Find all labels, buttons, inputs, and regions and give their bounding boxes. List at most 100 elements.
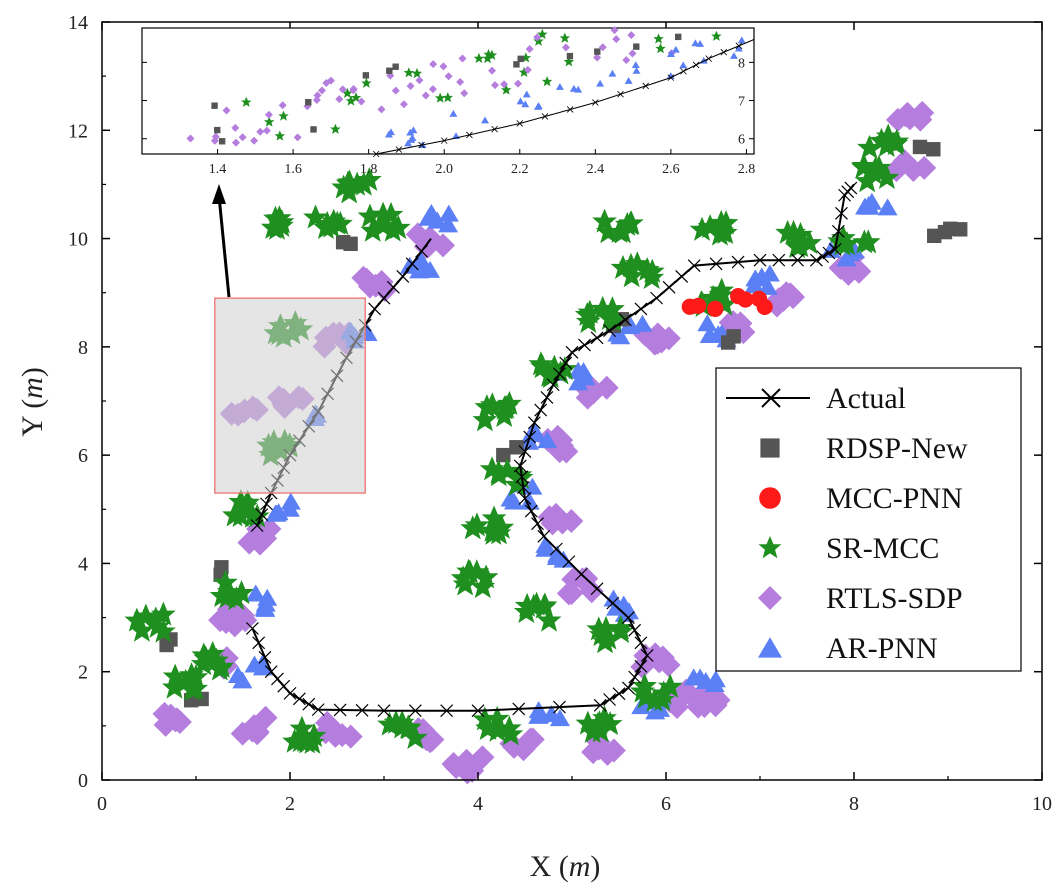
- inset-y-tick-label: 6: [738, 133, 745, 148]
- inset-actual-x-marker: [642, 82, 649, 90]
- actual-x-marker: [513, 459, 527, 473]
- actual-x-marker: [408, 704, 422, 718]
- inset-actual-x-marker: [692, 61, 700, 69]
- inset-actual-x-marker: [516, 120, 524, 127]
- actual-x-marker: [753, 253, 767, 267]
- legend-x-marker: [761, 388, 781, 408]
- inset-x-tick-label: 2.0: [435, 162, 453, 177]
- point-rdsp-new: [335, 235, 351, 250]
- actual-x-marker: [292, 692, 306, 706]
- actual-x-marker: [386, 280, 400, 294]
- actual-x-marker: [311, 703, 325, 717]
- actual-x-marker: [603, 693, 617, 706]
- inset-point-rdsp-new: [566, 52, 574, 60]
- actual-x-marker: [377, 704, 391, 718]
- inset-actual-x-marker: [592, 99, 599, 106]
- actual-x-marker: [590, 582, 604, 596]
- actual-x-marker: [512, 702, 526, 716]
- zoom-highlight-box: [214, 297, 366, 494]
- point-ar-pnn: [877, 198, 898, 216]
- actual-x-marker: [687, 259, 701, 273]
- legend-frame: [715, 367, 1022, 672]
- actual-x-marker: [258, 650, 272, 664]
- actual-x-marker: [415, 244, 429, 258]
- point-ar-pnn: [632, 314, 653, 332]
- legend-label: RTLS-SDP: [826, 582, 963, 615]
- point-ar-pnn: [528, 701, 549, 719]
- legend-label: RDSP-New: [826, 432, 968, 465]
- y-tick-label: 0: [78, 770, 88, 792]
- x-axis-title-main: X (: [530, 850, 569, 883]
- inset-actual-x-marker: [735, 42, 743, 50]
- inset-tick-layer: 1.4 1.6 1.8 2.0 2.2 2.4 2.6 2.8 6 7 8: [142, 56, 755, 177]
- legend-item-rdsp-new: RDSP-New: [760, 432, 968, 465]
- inset-actual-x-marker: [705, 55, 712, 62]
- point-rdsp-new: [912, 139, 928, 155]
- inset-actual-x-marker: [720, 48, 728, 56]
- actual-x-marker: [405, 257, 419, 271]
- inset-frame: [141, 27, 755, 155]
- actual-x-marker: [546, 378, 560, 392]
- legend-marker-square: [760, 438, 780, 458]
- point-mcc-pnn: [690, 297, 707, 314]
- inset-x-tick-label: 1.6: [284, 162, 302, 177]
- actual-x-marker: [553, 700, 566, 714]
- inset-x-tick-label: 1.4: [209, 162, 227, 177]
- y-tick-label: 12: [68, 120, 88, 142]
- legend-label: SR-MCC: [826, 532, 939, 565]
- inset-point-rdsp-new: [633, 43, 640, 50]
- y-axis-title-main: Y (: [16, 399, 49, 437]
- legend: Actual RDSP-New MCC-PNN SR-MCC RTLS-SDP AR-PN…: [715, 367, 1022, 672]
- inset-x-tick-label: 2.4: [587, 162, 605, 177]
- inset-point-rdsp-new: [218, 138, 226, 145]
- inset-point-rdsp-new: [214, 126, 221, 134]
- legend-item-mcc-pnn: MCC-PNN: [759, 482, 963, 515]
- actual-x-marker: [333, 703, 347, 717]
- actual-x-marker: [531, 517, 544, 531]
- actual-x-marker: [772, 253, 786, 267]
- inset-point-rdsp-new: [305, 99, 312, 106]
- x-tick-label: 0: [97, 793, 107, 815]
- inset-zoom-plot: 1.4 1.6 1.8 2.0 2.2 2.4 2.6 2.8 6 7 8: [141, 26, 755, 177]
- actual-x-marker: [255, 508, 269, 522]
- actual-x-marker: [709, 257, 723, 271]
- actual-x-marker: [527, 416, 541, 430]
- actual-x-marker: [844, 181, 858, 195]
- y-tick-label: 6: [78, 445, 88, 467]
- inset-x-tick-label: 2.6: [662, 162, 680, 177]
- legend-label: Actual: [826, 382, 906, 415]
- actual-x-marker: [640, 649, 654, 662]
- actual-x-marker: [264, 665, 278, 679]
- inset-x-tick-label: 2.2: [511, 162, 529, 177]
- legend-item-ar-pnn: AR-PNN: [758, 632, 938, 665]
- inset-actual-x-marker: [418, 141, 425, 149]
- actual-x-marker: [634, 302, 648, 316]
- actual-x-marker: [559, 356, 573, 370]
- actual-x-marker: [593, 698, 607, 712]
- actual-x-marker: [260, 497, 273, 511]
- actual-x-marker: [250, 519, 264, 532]
- point-rdsp-new: [953, 222, 968, 237]
- actual-x-marker: [537, 529, 551, 543]
- tick-layer: 0 2 4 6 8 10 0 2 4 6 8 10 12 14: [68, 12, 1052, 815]
- legend-label: MCC-PNN: [826, 482, 963, 515]
- y-tick-label: 14: [68, 12, 88, 34]
- inset-actual-x-marker: [440, 137, 448, 144]
- actual-x-marker: [828, 242, 842, 256]
- actual-x-marker: [634, 659, 648, 673]
- actual-x-marker: [562, 555, 576, 569]
- x-tick-label: 8: [849, 793, 859, 815]
- actual-x-marker: [302, 697, 316, 711]
- actual-x-marker: [574, 567, 588, 581]
- actual-x-marker: [540, 390, 554, 404]
- actual-x-marker: [355, 703, 369, 717]
- actual-x-marker: [650, 291, 664, 305]
- y-tick-label: 8: [78, 337, 88, 359]
- actual-x-marker: [831, 224, 845, 238]
- inset-point-rdsp-new: [517, 55, 524, 63]
- actual-x-marker: [612, 687, 626, 701]
- point-rdsp-new: [496, 447, 511, 463]
- actual-x-marker: [517, 481, 530, 495]
- x-tick-label: 6: [661, 793, 671, 815]
